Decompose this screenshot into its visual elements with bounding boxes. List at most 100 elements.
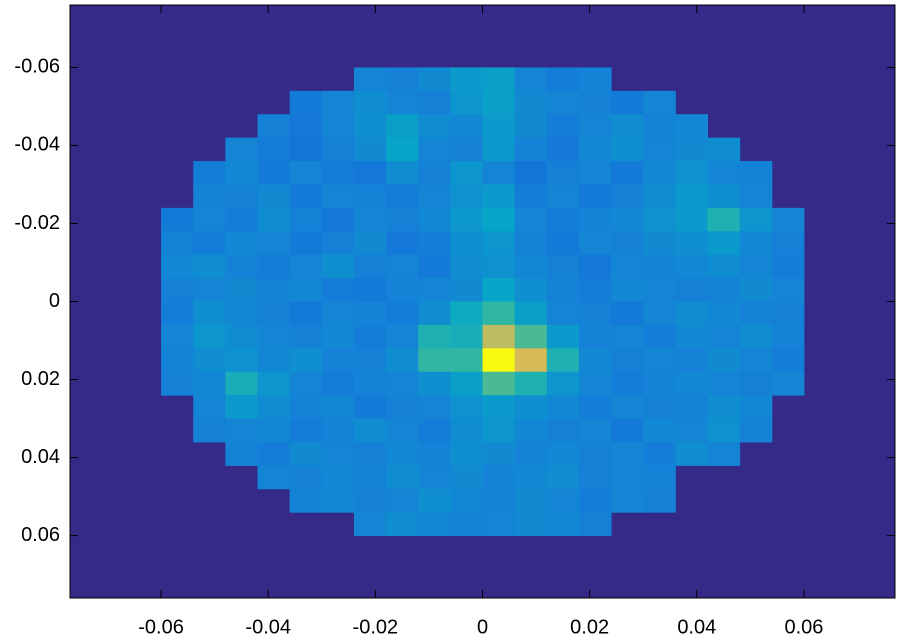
heatmap-cell [353, 137, 387, 162]
heatmap-cell [321, 371, 355, 396]
heatmap-cell [482, 184, 516, 209]
heatmap-cell [739, 278, 773, 302]
heatmap-cell [289, 278, 323, 302]
heatmap-cell [771, 371, 805, 396]
heatmap-cell [418, 488, 451, 513]
x-tick-label: -0.06 [138, 616, 184, 638]
x-tick-label: 0.02 [570, 616, 609, 638]
heatmap-cell [450, 395, 483, 420]
heatmap-cell [353, 395, 387, 420]
heatmap-cell [225, 231, 258, 256]
heatmap-cell [193, 395, 226, 420]
heatmap-cell [289, 301, 323, 326]
heatmap-cell [546, 67, 580, 92]
heatmap-cell [707, 441, 741, 466]
heatmap-cell [611, 254, 644, 279]
heatmap-cell [514, 254, 548, 279]
heatmap-cell [289, 161, 323, 185]
heatmap-cell [546, 137, 580, 162]
heatmap-cell [289, 231, 323, 256]
heatmap-cell [418, 207, 451, 232]
heatmap-cell [257, 231, 291, 256]
heatmap-cell [225, 254, 258, 279]
heatmap-cell [578, 254, 612, 279]
heatmap-cell [257, 254, 291, 279]
heatmap-cell [418, 231, 451, 256]
heatmap-cell [482, 67, 516, 92]
heatmap-cell [546, 207, 580, 232]
heatmap-cell [225, 395, 258, 420]
heatmap-cell [321, 231, 355, 256]
heatmap-cell [546, 278, 580, 302]
heatmap-cell [643, 184, 676, 209]
x-tick-label: -0.02 [353, 616, 399, 638]
heatmap-cell [611, 278, 644, 302]
heatmap-cell [578, 114, 612, 139]
heatmap-cell [257, 348, 291, 373]
heatmap-cell [321, 254, 355, 279]
heatmap-cell [675, 184, 708, 209]
heatmap-cell [514, 231, 548, 256]
heatmap-cell [450, 512, 483, 537]
heatmap-cell [386, 395, 419, 420]
heatmap-cell [675, 418, 708, 443]
heatmap-cell [257, 301, 291, 326]
heatmap-cell [353, 67, 387, 92]
heatmap-cell [289, 348, 323, 373]
heatmap-cell [289, 465, 323, 490]
heatmap-cell [546, 512, 580, 537]
heatmap-cell [643, 395, 676, 420]
heatmap-cell [643, 207, 676, 232]
heatmap-cell [482, 231, 516, 256]
heatmap-cell [257, 114, 291, 139]
heatmap-cell [450, 231, 483, 256]
x-tick-label: 0.06 [784, 616, 823, 638]
heatmap-cell [482, 324, 516, 349]
heatmap-cell [257, 418, 291, 443]
heatmap-cell [739, 161, 773, 185]
heatmap-cell [450, 161, 483, 185]
heatmap-cell [771, 278, 805, 302]
y-tick-label: 0.04 [21, 446, 60, 468]
heatmap-cell [707, 184, 741, 209]
heatmap-cell [353, 184, 387, 209]
heatmap-cell [321, 441, 355, 466]
y-tick-label: -0.06 [14, 56, 60, 78]
heatmap-cell [193, 348, 226, 373]
heatmap-cell [514, 371, 548, 396]
heatmap-cell [675, 137, 708, 162]
heatmap-cell [578, 324, 612, 349]
x-tick-label: -0.04 [245, 616, 291, 638]
heatmap-cell [739, 184, 773, 209]
heatmap-cell [321, 137, 355, 162]
heatmap-cell [675, 441, 708, 466]
heatmap-cell [353, 512, 387, 537]
heatmap-cell [643, 301, 676, 326]
heatmap-cell [611, 301, 644, 326]
heatmap-cell [450, 324, 483, 349]
heatmap-cell [193, 207, 226, 232]
heatmap-cell [611, 231, 644, 256]
heatmap-cell [321, 90, 355, 115]
heatmap-cell [193, 161, 226, 185]
heatmap-cell [321, 488, 355, 513]
y-tick-label: 0 [49, 290, 60, 312]
heatmap-cell [257, 184, 291, 209]
heatmap-cell [289, 418, 323, 443]
heatmap-cell [771, 254, 805, 279]
heatmap-cell [386, 137, 419, 162]
heatmap-cell [707, 161, 741, 185]
heatmap-cell [418, 441, 451, 466]
heatmap-cell [514, 418, 548, 443]
heatmap-cell [771, 207, 805, 232]
heatmap-cell [482, 371, 516, 396]
heatmap-cell [386, 161, 419, 185]
heatmap-cell [739, 324, 773, 349]
heatmap-cell [546, 371, 580, 396]
heatmap-cell [514, 488, 548, 513]
heatmap-cell [450, 184, 483, 209]
y-tick-label: -0.04 [14, 134, 60, 156]
heatmap-cell [514, 512, 548, 537]
heatmap-cell [514, 278, 548, 302]
heatmap-cell [321, 395, 355, 420]
